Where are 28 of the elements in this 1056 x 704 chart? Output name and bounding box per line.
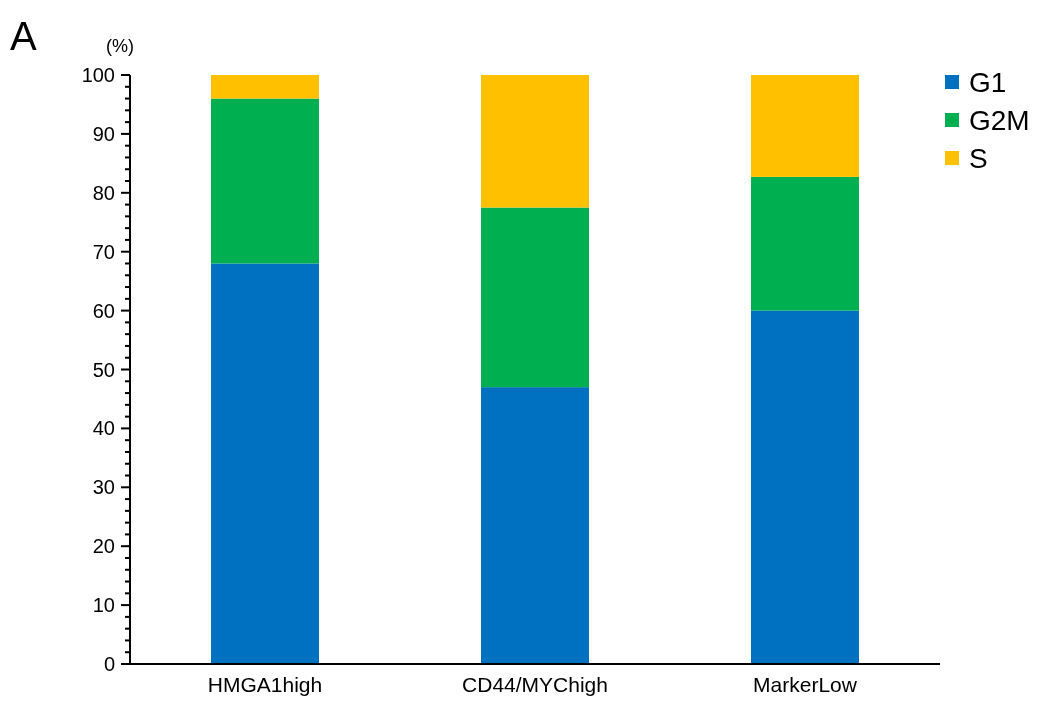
y-tick-label: 20 — [92, 535, 115, 558]
bar — [211, 98, 319, 264]
y-tick-label: 90 — [92, 122, 115, 145]
bar — [481, 387, 589, 664]
y-axis-title: (%) — [106, 36, 134, 56]
x-tick-label: CD44/MYChigh — [462, 673, 608, 696]
bar — [751, 176, 859, 311]
y-tick-label: 40 — [92, 417, 115, 440]
bar — [211, 75, 319, 99]
bar — [211, 263, 319, 664]
x-tick-label: HMGA1high — [207, 673, 323, 696]
text: A — [10, 14, 37, 58]
y-tick-label: 0 — [103, 653, 115, 675]
bar — [481, 207, 589, 388]
bar — [481, 75, 589, 208]
legend-label: G2M — [969, 104, 1030, 136]
legend-label: S — [969, 142, 988, 174]
y-tick-label: 50 — [92, 358, 115, 381]
bar — [751, 310, 859, 664]
x-tick-label: MarkerLow — [753, 673, 858, 696]
y-tick-label: 70 — [92, 240, 115, 263]
y-tick-label: 80 — [92, 181, 115, 204]
y-tick-label: 60 — [92, 299, 115, 322]
y-tick-label: 10 — [92, 594, 115, 617]
bar — [751, 75, 859, 177]
y-tick-label: 30 — [92, 476, 115, 499]
legend-label: G1 — [969, 66, 1007, 98]
y-tick-label: 100 — [81, 64, 115, 86]
